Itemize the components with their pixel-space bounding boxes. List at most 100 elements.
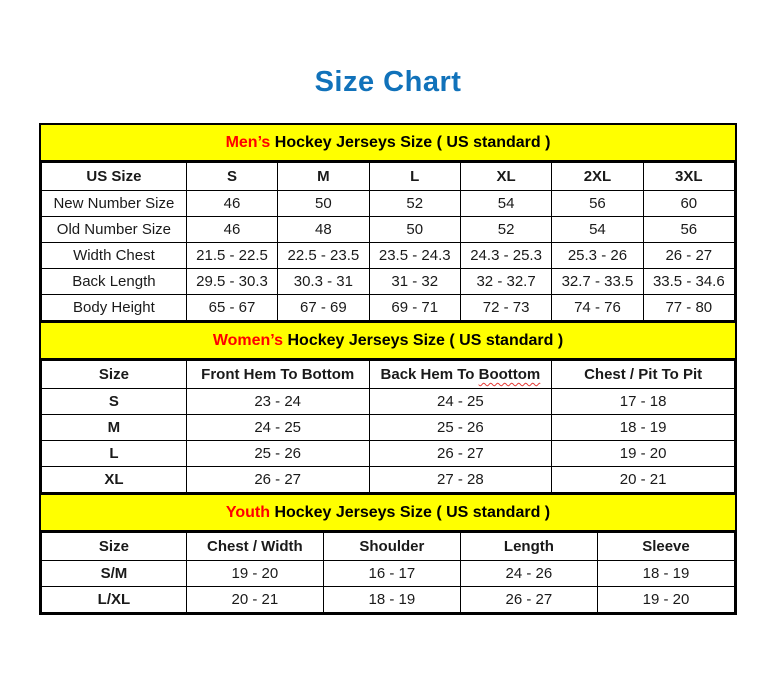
youth-section-title-highlight: Youth [225, 504, 270, 521]
womens-section-title-highlight: Women’s [212, 332, 284, 349]
table-row: S/M 19 - 20 16 - 17 24 - 26 18 - 19 [41, 560, 736, 587]
header-cell: 3XL [642, 162, 736, 191]
data-cell: 26 - 27 [459, 586, 598, 613]
header-cell: US Size [41, 162, 187, 191]
header-cell: L [368, 162, 461, 191]
table-row: M 24 - 25 25 - 26 18 - 19 [41, 414, 735, 441]
mens-section-header-band: Men’s Hockey Jerseys Size ( US standard … [41, 125, 735, 162]
row-label-cell: Back Length [41, 268, 187, 295]
header-row: Size Front Hem To Bottom Back Hem To Boott… [41, 360, 735, 389]
data-cell: 26 - 27 [185, 466, 370, 493]
data-cell: 32.7 - 33.5 [551, 268, 644, 295]
data-cell: 69 - 71 [368, 294, 461, 321]
table-row: Back Length 29.5 - 30.3 30.3 - 31 31 - 32 32… [41, 268, 736, 295]
data-cell: 18 - 19 [596, 560, 736, 587]
misspelled-word: Boottom [478, 366, 541, 383]
data-cell: 16 - 17 [322, 560, 461, 587]
data-cell: 20 - 21 [551, 466, 735, 493]
data-cell: 25.3 - 26 [551, 242, 644, 269]
data-cell: 19 - 20 [185, 560, 324, 587]
table-row: Body Height 65 - 67 67 - 69 69 - 71 72 - 73 7… [41, 294, 736, 321]
row-label-cell: XL [41, 466, 187, 493]
data-cell: 22.5 - 23.5 [277, 242, 370, 269]
data-cell: 21.5 - 22.5 [185, 242, 279, 269]
data-cell: 29.5 - 30.3 [185, 268, 279, 295]
data-cell: 18 - 19 [551, 414, 735, 441]
header-row: US Size S M L XL 2XL 3XL [41, 162, 736, 191]
table-row: S 23 - 24 24 - 25 17 - 18 [41, 388, 735, 415]
data-cell: 25 - 26 [185, 440, 370, 467]
data-cell: 24 - 26 [459, 560, 598, 587]
data-cell: 17 - 18 [551, 388, 735, 415]
page-title: Size Chart [314, 66, 462, 98]
data-cell: 24 - 25 [185, 414, 370, 441]
womens-size-table: Size Front Hem To Bottom Back Hem To Boott… [41, 360, 735, 493]
womens-section-header-band: Women’s Hockey Jerseys Size ( US standar… [41, 321, 735, 360]
data-cell: 48 [277, 216, 370, 243]
data-cell: 52 [459, 216, 553, 243]
row-label-cell: S/M [41, 560, 187, 587]
data-cell: 23 - 24 [185, 388, 370, 415]
data-cell: 19 - 20 [551, 440, 735, 467]
table-row: XL 26 - 27 27 - 28 20 - 21 [41, 466, 735, 493]
mens-section-title-highlight: Men’s [225, 134, 271, 151]
table-row: Width Chest 21.5 - 22.5 22.5 - 23.5 23.5 - … [41, 242, 736, 269]
row-label-cell: L/XL [41, 586, 187, 613]
header-cell: XL [459, 162, 553, 191]
table-row: L 25 - 26 26 - 27 19 - 20 [41, 440, 735, 467]
mens-size-table: US Size S M L XL 2XL 3XL New Number Size 46 50 52 5… [41, 162, 736, 321]
youth-section-title-rest: Hockey Jerseys Size ( US standard ) [270, 504, 551, 521]
womens-section-title-rest: Hockey Jerseys Size ( US standard ) [283, 332, 564, 349]
row-label-cell: New Number Size [41, 190, 187, 217]
data-cell: 65 - 67 [185, 294, 279, 321]
mens-section-title-rest: Hockey Jerseys Size ( US standard ) [270, 134, 551, 151]
data-cell: 54 [459, 190, 553, 217]
size-chart-block: Men’s Hockey Jerseys Size ( US standard … [39, 123, 737, 615]
data-cell: 46 [185, 190, 279, 217]
data-cell: 24.3 - 25.3 [459, 242, 553, 269]
data-cell: 74 - 76 [551, 294, 644, 321]
table-row: L/XL 20 - 21 18 - 19 26 - 27 19 - 20 [41, 586, 736, 613]
header-cell: Front Hem To Bottom [185, 360, 370, 389]
data-cell: 30.3 - 31 [277, 268, 370, 295]
womens-section: Women’s Hockey Jerseys Size ( US standar… [41, 321, 735, 493]
header-cell: Size [41, 532, 187, 561]
data-cell: 56 [642, 216, 736, 243]
header-cell: M [277, 162, 370, 191]
header-cell: Size [41, 360, 187, 389]
header-cell: Sleeve [596, 532, 736, 561]
header-cell: S [185, 162, 279, 191]
data-cell: 23.5 - 24.3 [368, 242, 461, 269]
row-label-cell: S [41, 388, 187, 415]
youth-section: Youth Hockey Jerseys Size ( US standard … [41, 493, 736, 613]
table-row: Old Number Size 46 48 50 52 54 56 [41, 216, 736, 243]
header-cell: Back Hem To Boottom [368, 360, 553, 389]
row-label-cell: Width Chest [41, 242, 187, 269]
data-cell: 77 - 80 [642, 294, 736, 321]
table-row: New Number Size 46 50 52 54 56 60 [41, 190, 736, 217]
data-cell: 52 [368, 190, 461, 217]
data-cell: 50 [368, 216, 461, 243]
header-cell: Length [459, 532, 598, 561]
data-cell: 25 - 26 [368, 414, 553, 441]
data-cell: 60 [642, 190, 736, 217]
data-cell: 19 - 20 [596, 586, 736, 613]
data-cell: 24 - 25 [368, 388, 553, 415]
data-cell: 20 - 21 [185, 586, 324, 613]
data-cell: 54 [551, 216, 644, 243]
data-cell: 46 [185, 216, 279, 243]
data-cell: 56 [551, 190, 644, 217]
data-cell: 26 - 27 [368, 440, 553, 467]
header-cell: Chest / Pit To Pit [551, 360, 735, 389]
data-cell: 31 - 32 [368, 268, 461, 295]
data-cell: 67 - 69 [277, 294, 370, 321]
row-label-cell: Body Height [41, 294, 187, 321]
header-row: Size Chest / Width Shoulder Length Sleeve [41, 532, 736, 561]
data-cell: 72 - 73 [459, 294, 553, 321]
data-cell: 33.5 - 34.6 [642, 268, 736, 295]
row-label-cell: M [41, 414, 187, 441]
data-cell: 50 [277, 190, 370, 217]
header-cell: Shoulder [322, 532, 461, 561]
data-cell: 18 - 19 [322, 586, 461, 613]
